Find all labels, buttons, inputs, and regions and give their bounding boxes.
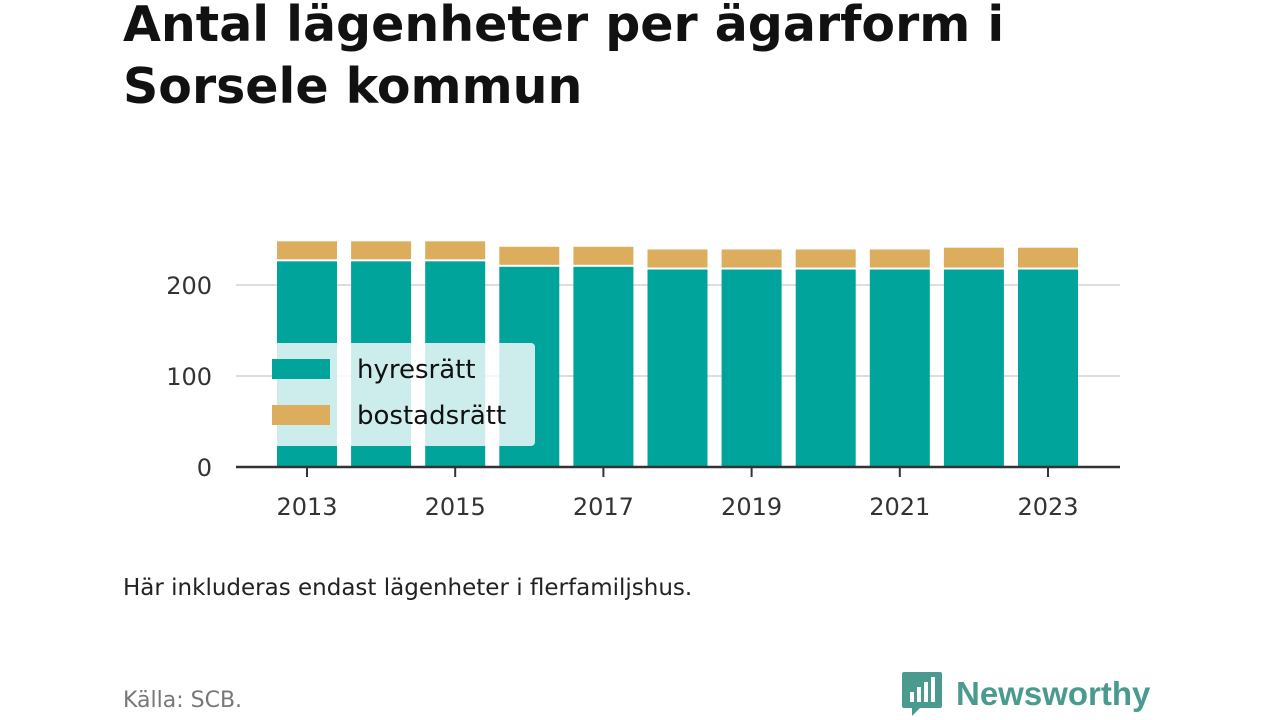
legend-swatch: [272, 359, 330, 379]
x-tick-label: 2017: [573, 493, 634, 521]
y-tick-label: 0: [197, 454, 212, 482]
chart-title: Antal lägenheter per ägarform i Sorsele …: [123, 0, 1005, 115]
legend-swatch: [272, 405, 330, 425]
bar-bostadsratt: [869, 249, 930, 268]
bar-bostadsratt: [795, 249, 856, 268]
source-text: Källa: SCB.: [123, 688, 243, 713]
bar-bostadsratt: [647, 249, 708, 268]
bar-bostadsratt: [277, 241, 337, 260]
bar-bostadsratt: [499, 246, 560, 265]
bar-bostadsratt: [721, 249, 782, 268]
legend-label: hyresrätt: [357, 355, 476, 385]
bar-hyresratt: [943, 269, 1004, 467]
bar-bostadsratt: [351, 241, 412, 260]
bar-hyresratt: [573, 266, 634, 467]
x-tick-label: 2023: [1017, 493, 1078, 521]
x-tick-label: 2013: [276, 493, 337, 521]
y-tick-labels: 0 100 200: [166, 272, 212, 482]
legend-label: bostadsrätt: [357, 401, 506, 431]
stacked-bar-chart: 0 100 200 2013 2015 2017 2019 2021 2023 hyresrä…: [166, 241, 1120, 521]
bar-bostadsratt: [1018, 247, 1078, 268]
bar-hyresratt: [869, 269, 930, 467]
brand-logo: Newsworthy: [900, 670, 1150, 718]
axes: [236, 465, 1120, 477]
bar-bostadsratt: [425, 241, 486, 260]
bar-bostadsratt: [573, 246, 634, 265]
bar-bostadsratt: [943, 247, 1004, 268]
chart-note: Här inkluderas endast lägenheter i flerf…: [123, 575, 693, 601]
bar-hyresratt: [721, 269, 782, 467]
x-tick-label: 2019: [721, 493, 782, 521]
bar-hyresratt: [795, 269, 856, 467]
y-tick-label: 100: [166, 363, 212, 391]
x-tick-label: 2015: [425, 493, 486, 521]
brand-name: Newsworthy: [956, 675, 1151, 712]
bar-chart-bubble-icon: [902, 672, 942, 716]
y-tick-label: 200: [166, 272, 212, 300]
bar-hyresratt: [1018, 269, 1078, 467]
x-tick-label: 2021: [869, 493, 930, 521]
x-tick-labels: 2013 2015 2017 2019 2021 2023: [276, 493, 1078, 521]
legend-box: [274, 343, 535, 446]
bar-hyresratt: [647, 269, 708, 467]
legend: hyresrätt bostadsrätt: [272, 343, 535, 446]
